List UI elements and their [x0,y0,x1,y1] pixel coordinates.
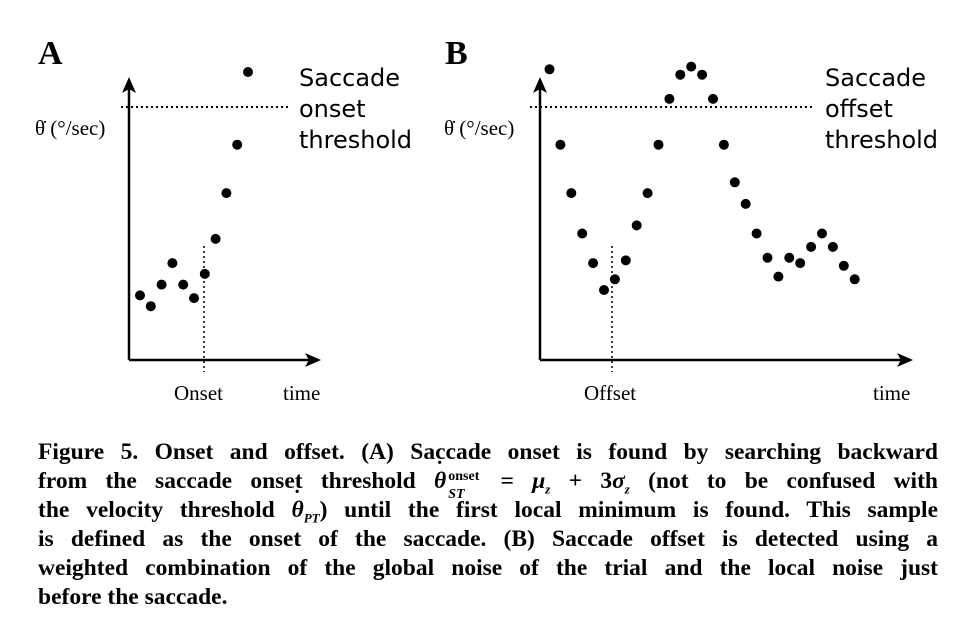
caption-mu: μ [532,468,546,494]
panel-b-point-14 [686,61,697,72]
panel-b-point-1 [544,64,555,75]
panel-b-letter: B [445,35,468,72]
panel-b-point-20 [751,228,762,239]
panel-b-point-25 [806,241,817,252]
caption-line-6: before the saccade. [38,583,938,612]
figure-5: A θ̇ (°/sec) Saccade onset threshold Ons… [35,35,938,405]
caption-pt-sub: PT [303,510,320,526]
panel-b-point-29 [849,274,860,285]
panel-a-point-1 [135,290,145,301]
caption-equals: = [482,468,533,494]
panel-b-point-26 [817,228,827,239]
panel-a-threshold-label-3: threshold [299,126,412,154]
panel-a-point-4 [167,258,178,269]
caption-line-3-text-a: the velocity threshold [38,497,292,523]
caption-line-3-text-b: ) until the first local minimum is found… [319,497,939,523]
panel-b-point-17 [718,139,729,150]
panel-b-data-points [544,61,860,295]
panel-a-point-10 [232,139,243,150]
panel-b-threshold-label-3: threshold [825,126,938,154]
caption-plus-three: + 3 [550,468,613,494]
panel-b-threshold-label-2: offset [825,95,893,123]
caption-line-4: is defined as the onset of the saccade. … [38,525,938,554]
panel-a-x-label: time [283,381,320,405]
panel-a-threshold-label-2: onset [299,95,366,123]
panel-b-point-7 [609,274,620,285]
panel-a-data-points [135,67,253,312]
panel-b-point-10 [642,188,653,199]
caption-line-2-text-a: from the saccade onset threshold [38,468,435,494]
panel-b-point-11 [653,139,664,150]
caption-line-5-text: weighted combination of the global noise… [38,555,938,581]
caption-line-1: Figure 5. Onset and offset. (A) Saccade … [38,438,938,467]
caption-line-4-text: is defined as the onset of the saccade. … [38,526,938,552]
caption-st-sub: ST [448,487,465,502]
panel-b-point-18 [729,177,740,188]
caption-onset-sup: onset [448,469,480,484]
panel-a-threshold-label-1: Saccade [299,64,400,92]
panel-b-point-15 [697,69,708,80]
panel-a-y-label: θ̇ (°/sec) [35,116,105,140]
panel-b-point-22 [773,271,784,282]
panel-b-x-label: time [873,381,910,405]
caption-line-1-text: Figure 5. Onset and offset. (A) Saccade … [38,439,938,465]
panel-a-point-2 [145,301,156,312]
panel-b-point-13 [675,69,686,80]
panel-b-point-12 [664,93,675,104]
caption-theta-dot-2: θ [291,483,303,525]
panel-a-point-5 [178,279,189,290]
panel-a-point-11 [243,67,253,77]
panel-b-point-3 [566,188,577,199]
panel-b-point-27 [827,241,838,252]
panel-b-point-28 [838,260,849,271]
panel-b: B θ̇ (°/sec) Saccade offset threshold Of… [444,35,938,405]
panel-b-point-6 [599,285,609,295]
panel-a-point-8 [210,233,221,244]
panel-b-threshold-label-1: Saccade [825,64,926,92]
figure-caption: Figure 5. Onset and offset. (A) Saccade … [38,438,938,612]
panel-b-point-23 [784,252,795,263]
caption-line-2-text-b: (not to be confused with [629,468,938,494]
panel-b-point-8 [620,255,631,266]
panel-b-point-2 [555,139,566,150]
panel-a-letter: A [38,35,63,72]
panel-a: A θ̇ (°/sec) Saccade onset threshold Ons… [35,35,412,405]
caption-line-5: weighted combination of the global noise… [38,554,938,583]
panel-a-point-3 [156,279,167,290]
caption-theta-dot: θ [434,454,446,496]
panel-a-point-9 [221,188,232,199]
panel-b-point-21 [762,252,773,263]
caption-sigma: σ [612,468,625,494]
panel-b-y-label: θ̇ (°/sec) [444,116,514,140]
caption-z-sub-2: z [624,481,630,497]
caption-line-6-text: before the saccade. [38,584,228,610]
panel-b-point-19 [740,198,751,209]
panel-b-point-24 [795,258,806,269]
panel-b-point-16 [708,93,718,104]
panel-a-onset-label: Onset [174,381,223,405]
panel-b-point-9 [631,220,642,231]
panel-b-point-4 [577,228,588,239]
panel-a-point-6 [189,293,199,304]
caption-line-3: the velocity threshold θPT) until the fi… [38,483,939,526]
caption-st-onset: onset ST [446,469,482,502]
panel-b-point-5 [588,258,599,269]
caption-z-sub-1: z [545,481,551,497]
panel-b-offset-label: Offset [584,381,636,405]
panel-a-point-7 [199,268,210,279]
